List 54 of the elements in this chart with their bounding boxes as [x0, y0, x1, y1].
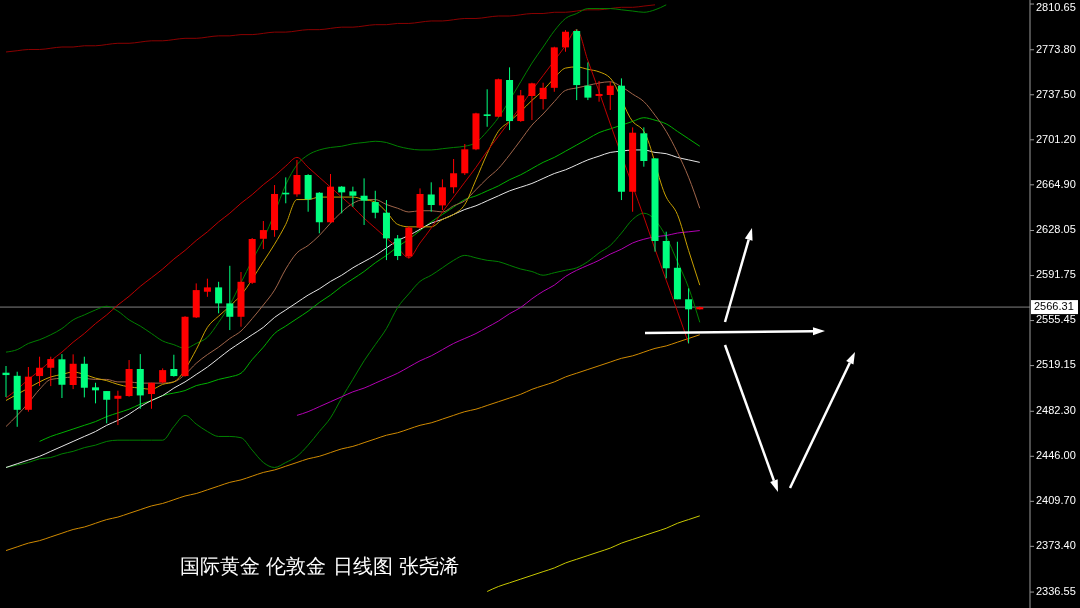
candlestick	[103, 390, 111, 424]
candlestick	[483, 88, 491, 128]
candlestick	[539, 82, 547, 110]
y-tick-label: 2810.65	[1036, 0, 1076, 13]
line-series	[296, 230, 701, 416]
y-tick-label: 2482.30	[1036, 404, 1076, 417]
candlestick	[92, 382, 100, 404]
candlestick	[394, 234, 402, 261]
y-tick-label: 2737.50	[1036, 87, 1076, 100]
line-series	[39, 117, 701, 442]
candlestick	[203, 278, 211, 298]
candlestick	[47, 356, 55, 387]
y-tick-label: 2628.05	[1036, 223, 1076, 236]
candlestick	[685, 287, 693, 344]
candlestick	[528, 82, 536, 121]
candlestick	[438, 178, 446, 211]
y-tick-label: 2773.80	[1036, 42, 1076, 55]
candlestick	[147, 382, 155, 410]
candlestick	[349, 186, 357, 208]
y-tick-label: 2409.70	[1036, 494, 1076, 507]
y-tick-label: 2591.75	[1036, 268, 1076, 281]
line-series	[5, 4, 656, 53]
y-tick-label: 2446.00	[1036, 449, 1076, 462]
candlestick	[450, 158, 458, 194]
line-series	[5, 149, 701, 468]
candlestick	[259, 220, 267, 250]
candlestick	[293, 159, 301, 198]
y-tick-label: 2664.90	[1036, 177, 1076, 190]
line-series	[5, 334, 701, 552]
y-tick-label: 2555.45	[1036, 313, 1076, 326]
candlestick	[584, 61, 592, 101]
y-tick-label: 2336.55	[1036, 584, 1076, 597]
y-tick-label: 2519.15	[1036, 358, 1076, 371]
candlestick	[595, 80, 603, 103]
line-series	[5, 4, 667, 353]
candlestick	[226, 265, 234, 331]
candlestick	[170, 354, 178, 378]
candlestick	[36, 356, 44, 387]
candlestick	[461, 143, 469, 176]
candlestick	[427, 181, 435, 213]
candlestick	[562, 29, 569, 53]
candlestick	[371, 190, 379, 219]
candlestick	[215, 281, 223, 314]
candlestick	[606, 81, 614, 111]
text: 国际黄金 伦敦金 日线图 张尧浠	[180, 554, 460, 578]
ref-line-label: 2566.31	[1034, 299, 1074, 312]
line-series	[5, 212, 701, 468]
y-tick-label: 2373.40	[1036, 539, 1076, 552]
y-tick-label: 2701.20	[1036, 132, 1076, 145]
candlestick	[114, 390, 122, 426]
candlestick	[360, 177, 368, 226]
candlestick	[80, 356, 88, 398]
line-series	[486, 515, 701, 592]
candlestick	[69, 353, 77, 390]
